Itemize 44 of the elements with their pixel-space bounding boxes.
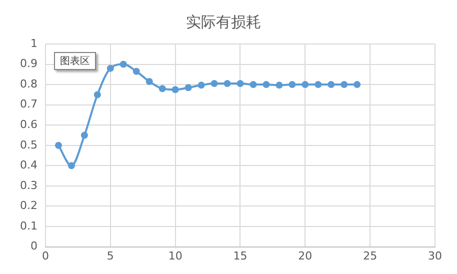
point: [146, 78, 153, 86]
y-tick-label: 0.6: [20, 118, 38, 131]
point: [120, 60, 127, 68]
y-tick-label: 0.4: [20, 158, 38, 172]
point: [354, 81, 361, 88]
point: [94, 91, 101, 98]
point: [276, 82, 283, 89]
point: [340, 81, 348, 88]
point: [54, 142, 62, 149]
y-tick-label: 0: [30, 240, 38, 253]
point: [328, 81, 335, 88]
point: [68, 162, 75, 170]
point: [132, 68, 140, 75]
point: [172, 86, 179, 94]
annotation: 图表区: [54, 52, 96, 70]
y-tick-label: 0.7: [20, 98, 38, 111]
x-tick-label: 10: [168, 249, 182, 262]
chart-title: 实际有损耗: [186, 12, 261, 31]
point: [198, 82, 205, 89]
point: [210, 80, 218, 88]
x-tick-label: 20: [298, 249, 312, 262]
y-tick-label: 1: [30, 36, 38, 50]
point: [158, 85, 166, 92]
x-tick-label: 5: [106, 249, 114, 262]
point: [262, 81, 270, 88]
y-tick-label: 0.2: [20, 199, 38, 212]
point: [106, 64, 114, 72]
y-tick-label: 0.5: [20, 138, 38, 152]
point: [184, 84, 192, 92]
x-tick-label: 30: [428, 249, 442, 262]
y-tick-label: 0.9: [20, 57, 38, 70]
point: [236, 80, 244, 88]
y-tick-label: 0.8: [20, 77, 38, 90]
point: [288, 81, 296, 88]
point: [80, 132, 88, 139]
y-tick-label: 0.3: [20, 178, 38, 192]
point: [224, 80, 231, 88]
point: [250, 81, 257, 88]
x-tick-label: 25: [363, 249, 378, 262]
y-tick-label: 0.1: [20, 219, 38, 232]
point: [314, 81, 322, 88]
point: [302, 81, 309, 88]
x-tick-label: 0: [42, 249, 49, 262]
x-tick-label: 15: [233, 249, 248, 262]
